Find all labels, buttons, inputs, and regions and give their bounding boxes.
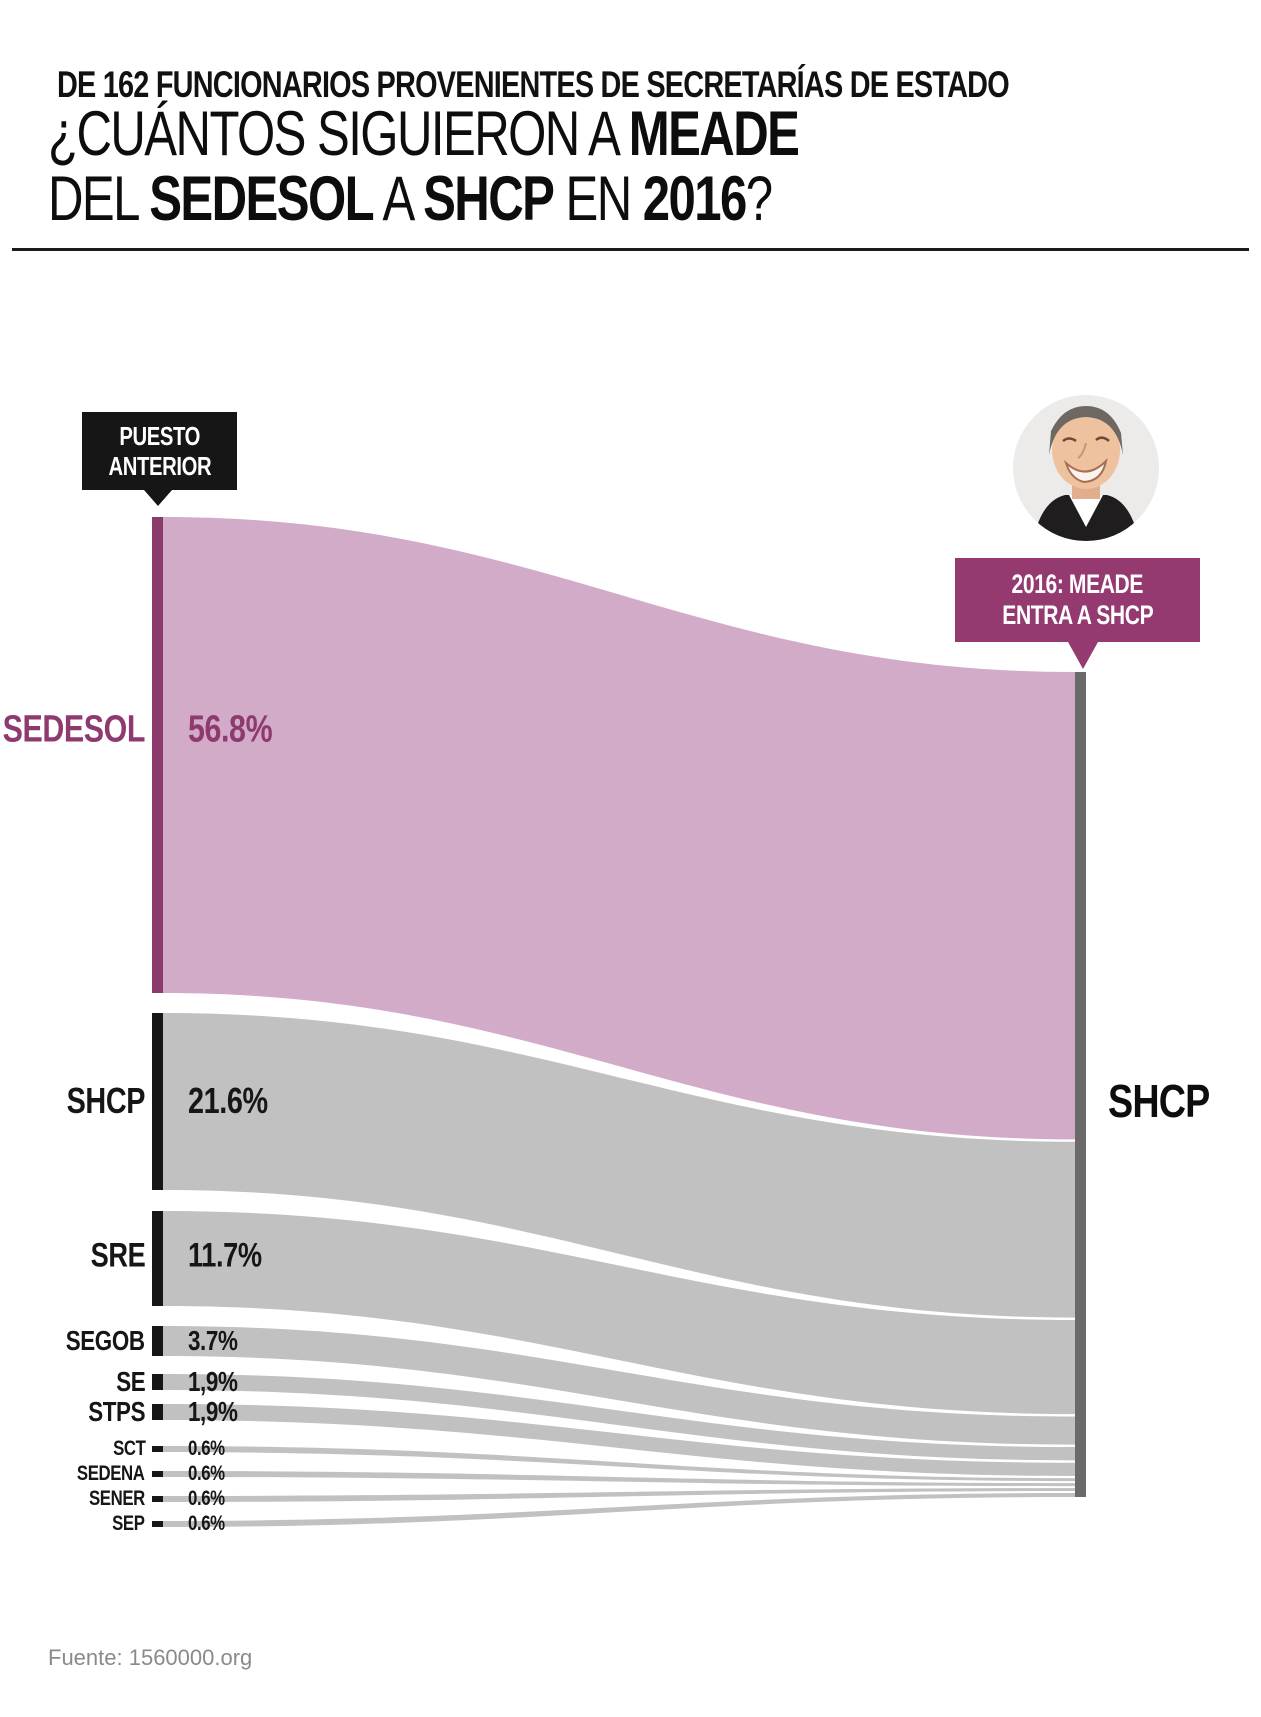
previous-post-callout-line1: PUESTO: [119, 421, 200, 451]
node-value-sct: 0.6%: [188, 1437, 225, 1460]
flow-stps: [163, 1404, 1075, 1476]
callout-pointer: [1068, 642, 1098, 669]
target-node-label: SHCP: [1108, 1075, 1210, 1127]
header-divider: [12, 248, 1249, 251]
flow-sedena: [163, 1471, 1075, 1487]
node-bar-shcp: [152, 1013, 163, 1190]
node-value-sep: 0.6%: [188, 1512, 225, 1535]
node-value-se: 1,9%: [188, 1366, 238, 1397]
node-bar-se: [152, 1374, 163, 1390]
node-value-stps: 1,9%: [188, 1396, 238, 1427]
flow-sener: [163, 1488, 1075, 1502]
meade-callout-line1: 2016: MEADE: [1011, 569, 1144, 599]
flow-sct: [163, 1446, 1075, 1482]
callout-pointer: [144, 490, 172, 506]
right-eye: [1095, 436, 1110, 442]
node-value-sre: 11.7%: [188, 1236, 262, 1275]
kicker-title: DE 162 FUNCIONARIOS PROVENIENTES DE SECR…: [57, 64, 1010, 105]
previous-post-callout: PUESTO ANTERIOR: [82, 412, 237, 506]
flow-sep: [163, 1493, 1075, 1527]
node-value-segob: 3.7%: [188, 1325, 238, 1356]
node-value-sedesol: 56.8%: [188, 708, 273, 751]
target-node-bar: [1075, 672, 1086, 1497]
node-bar-sep: [152, 1521, 163, 1527]
flow-sedesol: [163, 517, 1075, 1140]
node-label-stps: STPS: [88, 1396, 145, 1427]
node-label-shcp: SHCP: [66, 1080, 146, 1121]
node-label-sedena: SEDENA: [77, 1462, 145, 1485]
node-label-sct: SCT: [112, 1437, 146, 1460]
node-label-sedesol: SEDESOL: [2, 708, 146, 751]
node-label-sre: SRE: [90, 1236, 145, 1275]
smile: [1063, 457, 1108, 484]
node-label-sep: SEP: [112, 1512, 146, 1535]
node-value-shcp: 21.6%: [188, 1080, 268, 1121]
node-bar-sedena: [152, 1471, 163, 1477]
flow-shcp: [163, 1013, 1075, 1318]
node-bar-sct: [152, 1446, 163, 1452]
source-credit: Fuente: 1560000.org: [48, 1645, 253, 1670]
node-bar-segob: [152, 1326, 163, 1356]
flow-se: [163, 1374, 1075, 1461]
meade-photo: [1013, 395, 1159, 541]
meade-callout-line2: ENTRA A SHCP: [1002, 600, 1153, 630]
node-bar-sedesol: [152, 517, 163, 993]
node-label-se: SE: [115, 1366, 145, 1397]
flow-sre: [163, 1211, 1075, 1415]
flow-segob: [163, 1326, 1075, 1445]
previous-post-callout-line2: ANTERIOR: [108, 451, 211, 481]
node-bar-sener: [152, 1496, 163, 1502]
node-bar-stps: [152, 1404, 163, 1420]
node-value-sener: 0.6%: [188, 1487, 225, 1510]
page-title-line1: ¿CUÁNTOS SIGUIERON A MEADE: [48, 99, 800, 169]
node-value-sedena: 0.6%: [188, 1462, 225, 1485]
left-eye: [1062, 437, 1077, 443]
hair: [1049, 406, 1123, 455]
node-label-segob: SEGOB: [66, 1325, 145, 1356]
page-title-line2: DEL SEDESOL A SHCP EN 2016?: [48, 164, 773, 234]
node-bar-sre: [152, 1211, 163, 1306]
meade-shcp-callout: 2016: MEADE ENTRA A SHCP: [955, 558, 1200, 669]
node-label-sener: SENER: [89, 1487, 145, 1510]
